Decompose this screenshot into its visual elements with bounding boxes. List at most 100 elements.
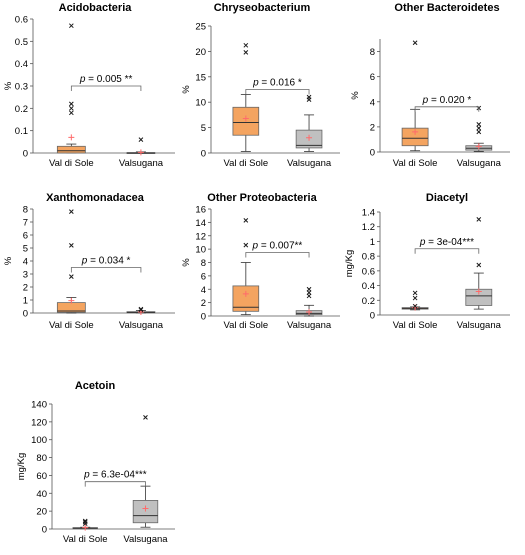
y-tick-label: 0.8 (362, 252, 375, 263)
y-axis-label: % (181, 258, 192, 267)
y-tick-label: 14 (195, 218, 206, 229)
y-tick-label: 6 (370, 72, 375, 83)
mean-marker (412, 128, 419, 135)
p-value-label: p = 0.007** (252, 240, 303, 251)
y-tick-label: 10 (195, 98, 206, 109)
mean-marker (68, 297, 75, 304)
y-tick-label: 12 (195, 231, 206, 242)
y-tick-label: 2 (201, 298, 206, 309)
mean-marker (475, 288, 482, 295)
y-tick-label: 4 (370, 97, 375, 108)
outlier-point (306, 97, 312, 103)
box-val-di-sole (401, 127, 429, 147)
outlier-point (412, 295, 418, 301)
y-axis-label: % (3, 81, 14, 90)
outlier-point (68, 23, 74, 29)
y-tick-label: 0.2 (15, 104, 28, 115)
x-tick-label: Val di Sole (49, 320, 94, 331)
p-value-label: p = 0.005 ** (79, 74, 133, 85)
y-tick-label: 5 (23, 244, 28, 255)
y-tick-label: 0 (201, 149, 206, 160)
p-value-label: p = 0.034 * (81, 256, 131, 267)
y-tick-label: 1 (23, 296, 28, 307)
mean-marker (475, 143, 482, 150)
y-tick-label: 40 (36, 489, 47, 500)
x-tick-label: Val di Sole (63, 534, 108, 545)
mean-marker (306, 308, 313, 315)
outlier-point (243, 218, 249, 223)
panel-title: Xanthomonadacea (46, 192, 145, 204)
y-tick-label: 80 (36, 453, 47, 464)
y-tick-label: 60 (36, 471, 47, 482)
y-axis-label: mg/Kg (16, 453, 27, 480)
y-tick-label: 7 (23, 218, 28, 229)
y-tick-label: 0.5 (15, 37, 28, 48)
p-value-label: p = 0.020 * (422, 95, 472, 106)
y-tick-label: 0 (201, 312, 206, 323)
significance-bracket (84, 481, 146, 487)
outlier-point (68, 105, 74, 111)
y-tick-label: 0 (23, 309, 28, 320)
p-value-label: p = 6.3e-04*** (83, 470, 147, 481)
y-tick-label: 5 (201, 123, 206, 134)
y-tick-label: 1.4 (362, 208, 375, 219)
y-tick-label: 0 (23, 149, 28, 160)
x-tick-label: Valsugana (119, 158, 164, 169)
y-axis-label: % (3, 256, 14, 265)
p-value-label: p = 3e-04*** (419, 237, 474, 248)
outlier-point (412, 290, 418, 296)
mean-marker (68, 134, 75, 141)
panel-title: Acidobacteria (59, 2, 133, 14)
outlier-point (306, 293, 312, 299)
outlier-point (476, 217, 482, 222)
panel-title: Other Bacteroidetes (394, 2, 499, 14)
y-tick-label: 2 (370, 122, 375, 133)
x-tick-label: Valsugana (457, 320, 502, 331)
y-tick-label: 8 (201, 258, 206, 269)
x-tick-label: Val di Sole (393, 158, 438, 169)
y-tick-label: 0.4 (15, 59, 28, 70)
mean-marker (82, 524, 89, 531)
significance-bracket (70, 267, 142, 273)
x-tick-label: Val di Sole (223, 320, 268, 331)
y-tick-label: 100 (31, 435, 47, 446)
mean-marker (142, 505, 149, 512)
y-tick-label: 8 (370, 47, 375, 58)
y-tick-label: 2 (23, 283, 28, 294)
outlier-point (68, 209, 74, 214)
y-axis-label: % (350, 91, 361, 100)
outlier-point (476, 122, 482, 127)
outlier-point (243, 242, 249, 248)
significance-bracket (414, 106, 480, 112)
outlier-point (68, 274, 74, 279)
y-tick-label: 0.6 (15, 15, 28, 26)
outlier-point (412, 303, 418, 309)
y-tick-label: 140 (31, 400, 47, 411)
outlier-point (243, 50, 249, 55)
y-tick-label: 0.1 (15, 126, 28, 137)
outlier-point (476, 125, 482, 131)
x-tick-label: Val di Sole (223, 158, 268, 169)
y-tick-label: 20 (195, 47, 206, 58)
panel-1: Chryseobacterium 0 5 10 15 20 25% Val di Sole Va… (181, 2, 340, 169)
y-tick-label: 0.4 (362, 281, 375, 292)
y-tick-label: 3 (23, 270, 28, 281)
x-tick-label: Valsugana (457, 158, 502, 169)
y-tick-label: 120 (31, 417, 47, 428)
y-tick-label: 16 (195, 205, 206, 216)
panel-title: Acetoin (75, 380, 116, 392)
box-valsugana (132, 500, 159, 524)
panel-2: Other Bacteroidetes 0 2 4 6 8% Val di Sole Vals… (350, 2, 510, 169)
panel-4: Other Proteobacteria 0 2 4 6 8 10 12 14 16% Val di… (181, 192, 340, 331)
y-tick-label: 6 (23, 231, 28, 242)
y-tick-label: 1 (370, 237, 375, 248)
y-tick-label: 0 (370, 311, 375, 322)
outlier-point (68, 110, 74, 116)
y-tick-label: 0.3 (15, 82, 28, 93)
box-val-di-sole (56, 145, 86, 154)
x-tick-label: Valsugana (119, 320, 164, 331)
outlier-point (82, 519, 88, 525)
y-tick-label: 20 (36, 507, 47, 518)
